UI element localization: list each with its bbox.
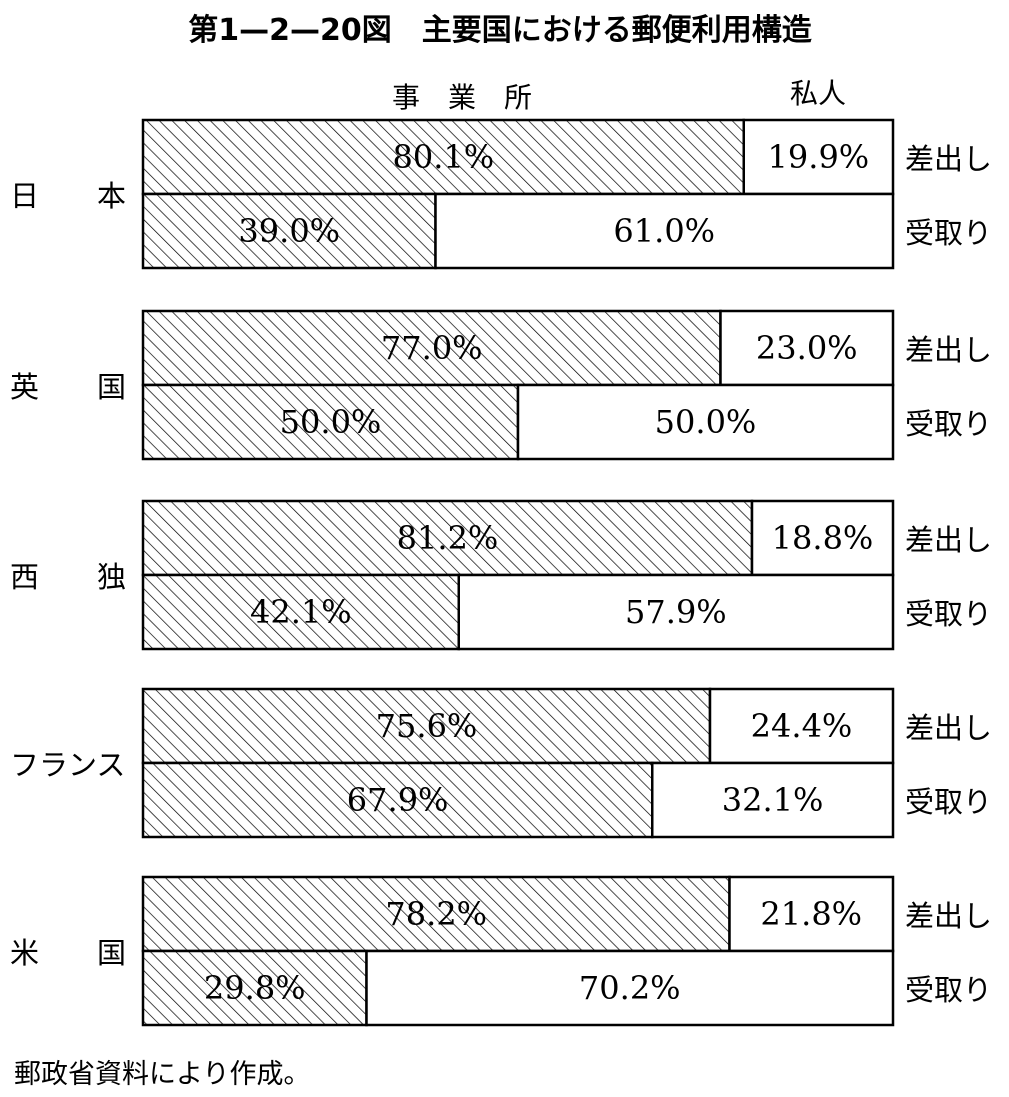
data-label-private: 32.1% (722, 781, 824, 819)
country-label: 米 国 (10, 936, 126, 970)
bar-segment-private (516, 383, 895, 461)
column-header-business: 事 業 所 (392, 81, 532, 114)
source-note: 郵政省資料により作成。 (14, 1059, 310, 1090)
data-label-private: 19.9% (768, 138, 870, 176)
bar-segment-private (365, 949, 895, 1027)
country-label: 西 独 (10, 560, 126, 594)
bar-segment-business (141, 949, 368, 1027)
data-label-business: 78.2% (385, 895, 487, 933)
row-type-label: 受取り (905, 785, 992, 819)
data-label-private: 21.8% (760, 895, 862, 933)
row-type-label: 差出し (905, 711, 992, 745)
row-type-label: 差出し (905, 899, 992, 933)
bar-segment-business (141, 875, 731, 953)
bar-segment-private (651, 761, 895, 839)
data-label-business: 67.9% (347, 781, 449, 819)
bar-segment-private (750, 499, 895, 577)
data-label-business: 42.1% (250, 593, 352, 631)
data-label-private: 61.0% (613, 212, 715, 250)
row-type-label: 受取り (905, 407, 992, 441)
data-label-business: 81.2% (397, 519, 499, 557)
row-type-label: 差出し (905, 333, 992, 367)
data-label-business: 29.8% (204, 969, 306, 1007)
data-label-business: 75.6% (376, 707, 478, 745)
chart-title: 第1—2—20図 主要国における郵便利用構造 (188, 13, 812, 48)
data-label-private: 23.0% (756, 329, 858, 367)
data-label-private: 57.9% (625, 593, 727, 631)
column-header-private: 私人 (790, 77, 846, 110)
data-label-business: 50.0% (280, 403, 382, 441)
bar-segment-private (457, 573, 895, 651)
data-label-private: 24.4% (751, 707, 853, 745)
country-label: 英 国 (10, 370, 126, 404)
data-label-private: 18.8% (772, 519, 874, 557)
row-type-label: 差出し (905, 142, 992, 176)
data-label-business: 80.1% (393, 138, 495, 176)
bar-segment-private (719, 309, 895, 387)
bar-segment-private (728, 875, 895, 953)
data-label-business: 77.0% (381, 329, 483, 367)
bar-segment-business (141, 118, 745, 196)
row-type-label: 受取り (905, 216, 992, 250)
bar-segment-business (141, 192, 437, 270)
data-label-private: 50.0% (655, 403, 757, 441)
data-label-private: 70.2% (579, 969, 681, 1007)
country-label: 日 本 (10, 179, 126, 213)
bar-segment-business (141, 383, 520, 461)
bar-segment-private (742, 118, 895, 196)
row-type-label: 受取り (905, 973, 992, 1007)
bar-segment-private (708, 687, 895, 765)
row-type-label: 差出し (905, 523, 992, 557)
bar-segment-private (434, 192, 895, 270)
row-type-label: 受取り (905, 597, 992, 631)
country-label: フランス (10, 748, 125, 782)
data-label-business: 39.0% (238, 212, 340, 250)
